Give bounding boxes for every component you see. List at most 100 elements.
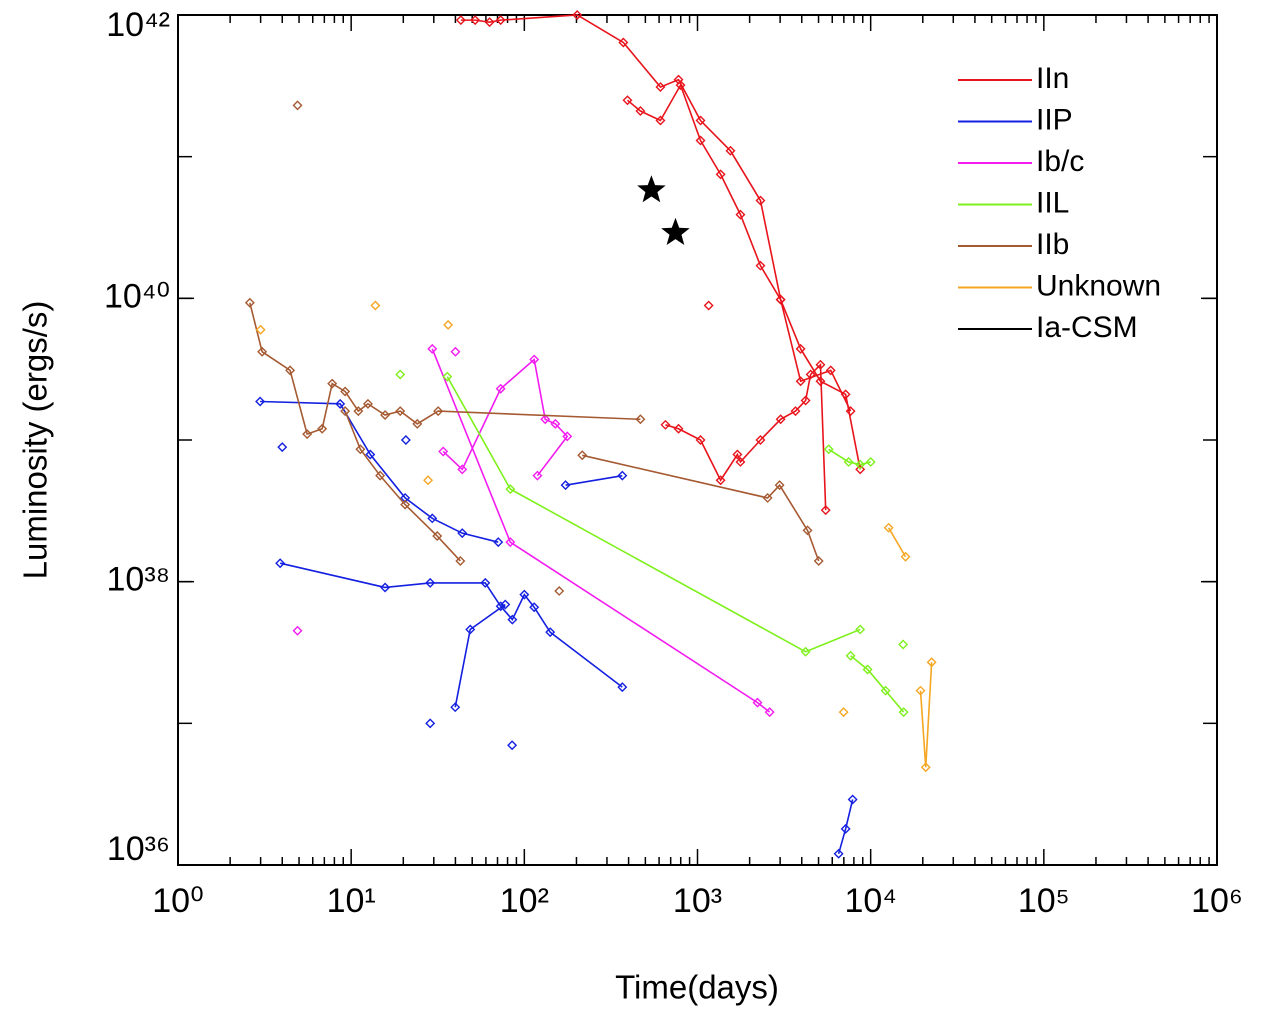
- data-point: [442, 371, 453, 382]
- data-point: [617, 470, 628, 481]
- data-point: [855, 464, 866, 475]
- series-line: [279, 562, 623, 688]
- data-point: [775, 294, 786, 305]
- data-point: [825, 365, 836, 376]
- data-point: [755, 260, 766, 271]
- data-point: [572, 10, 583, 20]
- data-point: [635, 106, 646, 117]
- data-point: [292, 100, 303, 111]
- data-point: [255, 324, 266, 335]
- data-point: [340, 406, 351, 417]
- data-point: [618, 37, 629, 48]
- series-line: [887, 527, 907, 558]
- data-point: [800, 646, 811, 657]
- data-point: [900, 551, 911, 562]
- data-point: [465, 624, 476, 635]
- data-point: [838, 707, 849, 718]
- data-point: [755, 435, 766, 445]
- data-point: [855, 624, 866, 635]
- data-point: [562, 431, 573, 442]
- data-point: [495, 15, 506, 26]
- data-point: [423, 475, 434, 486]
- data-point: [355, 444, 366, 455]
- data-point: [732, 449, 743, 460]
- x-tick-label: 10⁶: [1191, 882, 1243, 920]
- data-point: [495, 383, 506, 394]
- data-point: [540, 414, 551, 425]
- x-tick-label: 10⁰: [152, 882, 203, 920]
- data-point: [660, 419, 671, 430]
- data-point: [507, 614, 518, 625]
- data-point: [802, 525, 813, 536]
- data-point: [340, 386, 351, 397]
- data-point: [495, 601, 506, 612]
- data-point: [370, 300, 381, 311]
- data-point: [795, 376, 806, 387]
- data-point: [820, 505, 831, 516]
- data-point: [795, 343, 806, 354]
- legend-label: IIL: [1036, 186, 1069, 219]
- series-line: [582, 454, 820, 562]
- data-point: [427, 343, 438, 354]
- star-marker: [637, 175, 666, 203]
- data-point: [317, 423, 328, 434]
- series-line: [919, 662, 933, 768]
- data-point: [840, 823, 851, 834]
- legend-label: Unknown: [1036, 269, 1161, 302]
- data-point: [855, 459, 866, 470]
- data-point: [752, 697, 763, 708]
- data-point: [244, 297, 255, 308]
- data-point: [715, 475, 726, 486]
- data-point: [432, 531, 443, 542]
- data-point: [635, 414, 646, 425]
- series-line: [442, 357, 569, 477]
- series-line: [431, 348, 771, 713]
- data-point: [425, 718, 436, 729]
- data-point: [805, 369, 816, 380]
- data-point: [275, 558, 286, 569]
- data-point: [400, 435, 411, 445]
- x-tick-label: 10³: [673, 882, 722, 920]
- data-point: [362, 398, 373, 409]
- data-point: [480, 577, 491, 588]
- data-point: [655, 82, 666, 93]
- data-point: [847, 794, 858, 805]
- data-point: [375, 470, 386, 481]
- data-point: [484, 17, 495, 28]
- data-point: [915, 685, 926, 696]
- data-point: [443, 319, 454, 330]
- data-point: [545, 627, 556, 638]
- series-line: [454, 603, 506, 708]
- series-line: [446, 376, 861, 653]
- x-tick-label: 10⁵: [1018, 882, 1070, 920]
- data-point: [255, 396, 266, 407]
- data-point: [427, 513, 438, 524]
- data-point: [775, 414, 786, 425]
- data-point: [617, 682, 628, 693]
- data-point: [735, 456, 746, 467]
- data-point: [302, 429, 313, 440]
- data-point: [380, 410, 391, 421]
- data-point: [845, 650, 856, 661]
- data-point: [257, 346, 268, 357]
- series-line: [460, 14, 852, 412]
- series-line: [249, 302, 641, 436]
- data-point: [762, 492, 773, 503]
- data-point: [457, 528, 468, 539]
- data-point: [815, 376, 826, 387]
- data-point: [920, 762, 931, 773]
- data-point: [725, 145, 736, 156]
- data-point: [823, 444, 834, 455]
- data-point: [880, 685, 891, 696]
- data-point: [883, 522, 894, 533]
- legend-label: IIn: [1036, 62, 1069, 95]
- data-point: [774, 480, 785, 491]
- data-point: [833, 848, 844, 859]
- x-tick-label: 10⁴: [844, 882, 896, 920]
- data-point: [532, 470, 543, 481]
- data-point: [845, 406, 856, 417]
- data-point: [500, 599, 511, 610]
- data-point: [843, 456, 854, 467]
- data-point: [755, 195, 766, 206]
